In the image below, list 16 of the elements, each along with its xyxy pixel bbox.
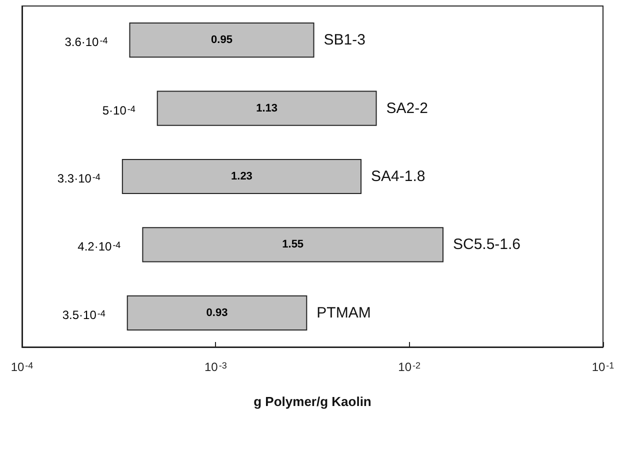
- y-tick-label: PTMAM: [316, 304, 371, 322]
- bar: [156, 90, 377, 126]
- annotation: 0.93: [206, 306, 228, 319]
- annotation: 1.55: [282, 238, 304, 251]
- bar: [122, 158, 362, 194]
- y-tick-label: SB1-3: [324, 32, 366, 49]
- annotation: 1.23: [231, 170, 252, 182]
- annotation: 0.95: [211, 34, 232, 46]
- y-tick-label: SA4-1.8: [371, 168, 426, 185]
- bar: [126, 295, 308, 330]
- annotation: 1.13: [256, 102, 278, 114]
- x-axis-title: g Polymer/g Kaolin: [254, 394, 372, 409]
- bar: [142, 227, 444, 262]
- y-tick-label: SA2-2: [386, 100, 428, 117]
- bar: [129, 22, 314, 58]
- y-tick-label: SC5.5-1.6: [452, 236, 521, 254]
